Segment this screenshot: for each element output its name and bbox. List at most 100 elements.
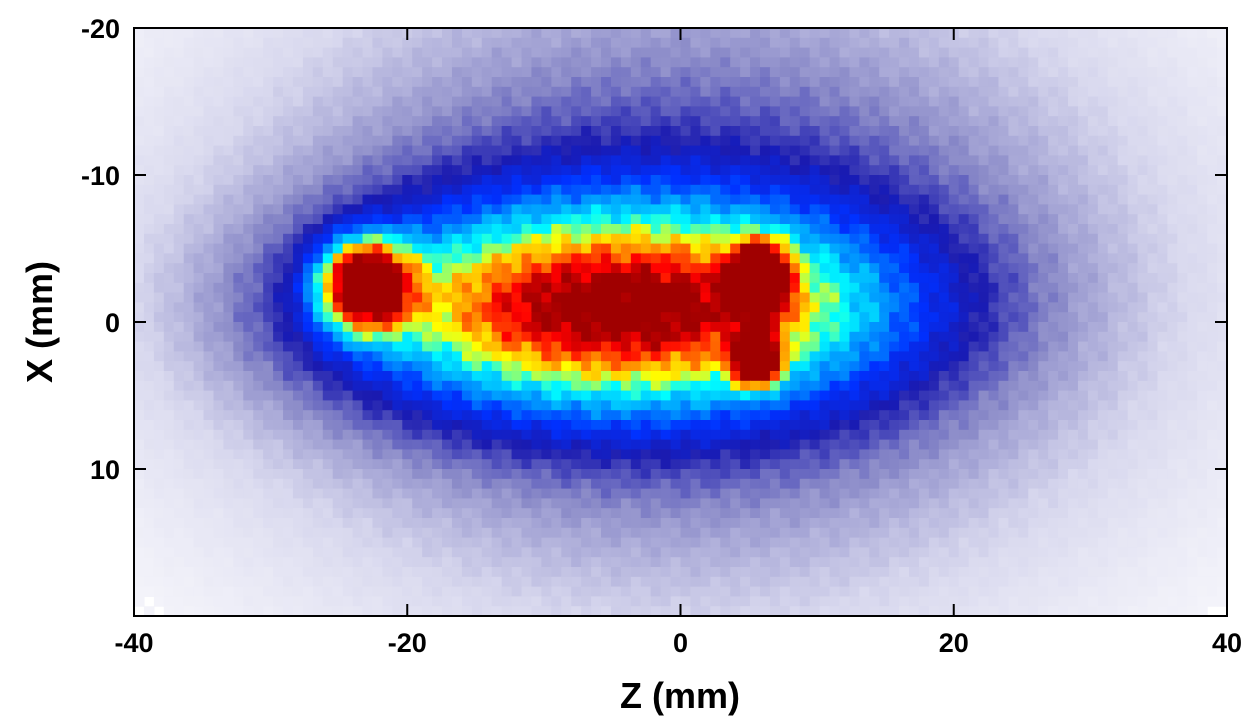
heatmap-cell [173, 302, 185, 313]
heatmap-cell [322, 96, 334, 107]
heatmap-cell [461, 312, 473, 323]
heatmap-cell [1137, 361, 1149, 372]
heatmap-cell [422, 282, 433, 294]
heatmap-cell [601, 312, 612, 323]
heatmap-cell [630, 341, 642, 352]
heatmap-cell [601, 380, 612, 392]
heatmap-cell [1087, 253, 1099, 264]
heatmap-cell [442, 331, 453, 343]
heatmap-cell [312, 37, 324, 49]
heatmap-cell [660, 155, 672, 166]
heatmap-cell [958, 390, 970, 401]
heatmap-cell [382, 449, 393, 460]
heatmap-cell [422, 439, 433, 450]
heatmap-cell [988, 312, 1000, 323]
heatmap-cell [342, 410, 354, 421]
heatmap-cell [690, 165, 701, 176]
heatmap-cell [213, 165, 225, 176]
heatmap-cell [1167, 331, 1178, 343]
heatmap-cell [1207, 292, 1218, 303]
heatmap-cell [1068, 420, 1079, 431]
heatmap-cell [720, 322, 731, 333]
heatmap-cell [1137, 37, 1149, 49]
heatmap-cell [511, 224, 523, 235]
heatmap-cell [1077, 410, 1089, 421]
heatmap-cell [839, 194, 851, 205]
heatmap-cell [1127, 400, 1139, 411]
heatmap-cell [799, 184, 811, 196]
heatmap-cell [769, 214, 781, 225]
heatmap-cell [302, 175, 314, 186]
heatmap-cell [501, 420, 513, 431]
heatmap-cell [1028, 420, 1039, 431]
heatmap-cell [730, 263, 741, 274]
heatmap-cell [660, 116, 672, 127]
heatmap-cell [511, 67, 523, 78]
heatmap-cell [869, 243, 880, 254]
heatmap-cell [1068, 96, 1079, 107]
heatmap-cell [322, 469, 334, 480]
heatmap-cell [203, 371, 215, 382]
heatmap-cell [412, 106, 423, 117]
heatmap-cell [372, 37, 384, 49]
heatmap-cell [511, 194, 523, 205]
heatmap-cell [412, 390, 423, 401]
heatmap-cell [1058, 57, 1069, 68]
heatmap-cell [680, 135, 692, 147]
heatmap-cell [312, 224, 324, 235]
heatmap-cell [690, 439, 701, 450]
heatmap-cell [1038, 135, 1049, 147]
heatmap-cell [1048, 175, 1059, 186]
heatmap-cell [302, 341, 314, 352]
heatmap-cell [1028, 37, 1039, 49]
heatmap-cell [561, 145, 572, 156]
heatmap-cell [1207, 67, 1218, 78]
heatmap-cell [859, 214, 870, 225]
heatmap-cell [402, 361, 413, 372]
heatmap-cell [1167, 126, 1178, 137]
heatmap-cell [819, 331, 831, 343]
heatmap-cell [402, 67, 413, 78]
heatmap-cell [243, 77, 254, 88]
heatmap-cell [799, 390, 811, 401]
heatmap-cell [551, 57, 562, 68]
heatmap-cell [491, 292, 503, 303]
heatmap-cell [988, 253, 1000, 264]
heatmap-cell [1207, 145, 1218, 156]
heatmap-cell [213, 243, 225, 254]
heatmap-cell [432, 126, 443, 137]
heatmap-cell [1167, 233, 1178, 245]
heatmap-cell [402, 449, 413, 460]
heatmap-cell [1058, 253, 1069, 264]
heatmap-cell [750, 184, 761, 196]
heatmap-cell [163, 361, 175, 372]
heatmap-cell [601, 420, 612, 431]
heatmap-cell [571, 459, 582, 470]
heatmap-cell [720, 77, 731, 88]
heatmap-cell [1187, 302, 1198, 313]
heatmap-cell [193, 341, 205, 352]
heatmap-cell [620, 390, 632, 401]
heatmap-cell [601, 77, 612, 88]
heatmap-cell [1187, 361, 1198, 372]
heatmap-cell [769, 37, 781, 49]
heatmap-cell [143, 145, 155, 156]
heatmap-cell [1117, 96, 1129, 107]
heatmap-cell [372, 322, 384, 333]
heatmap-cell [1097, 204, 1109, 215]
heatmap-cell [968, 96, 980, 107]
heatmap-cell [660, 67, 672, 78]
heatmap-cell [1048, 429, 1059, 441]
heatmap-cell [1167, 420, 1178, 431]
heatmap-cell [829, 410, 841, 421]
heatmap-cell [163, 233, 175, 245]
heatmap-cell [312, 57, 324, 68]
heatmap-cell [1177, 28, 1188, 39]
heatmap-cell [173, 351, 185, 362]
heatmap-cell [1008, 390, 1019, 401]
heatmap-cell [541, 469, 552, 480]
heatmap-cell [779, 410, 791, 421]
heatmap-cell [461, 273, 473, 284]
heatmap-cell [998, 126, 1009, 137]
heatmap-cell [382, 439, 393, 450]
